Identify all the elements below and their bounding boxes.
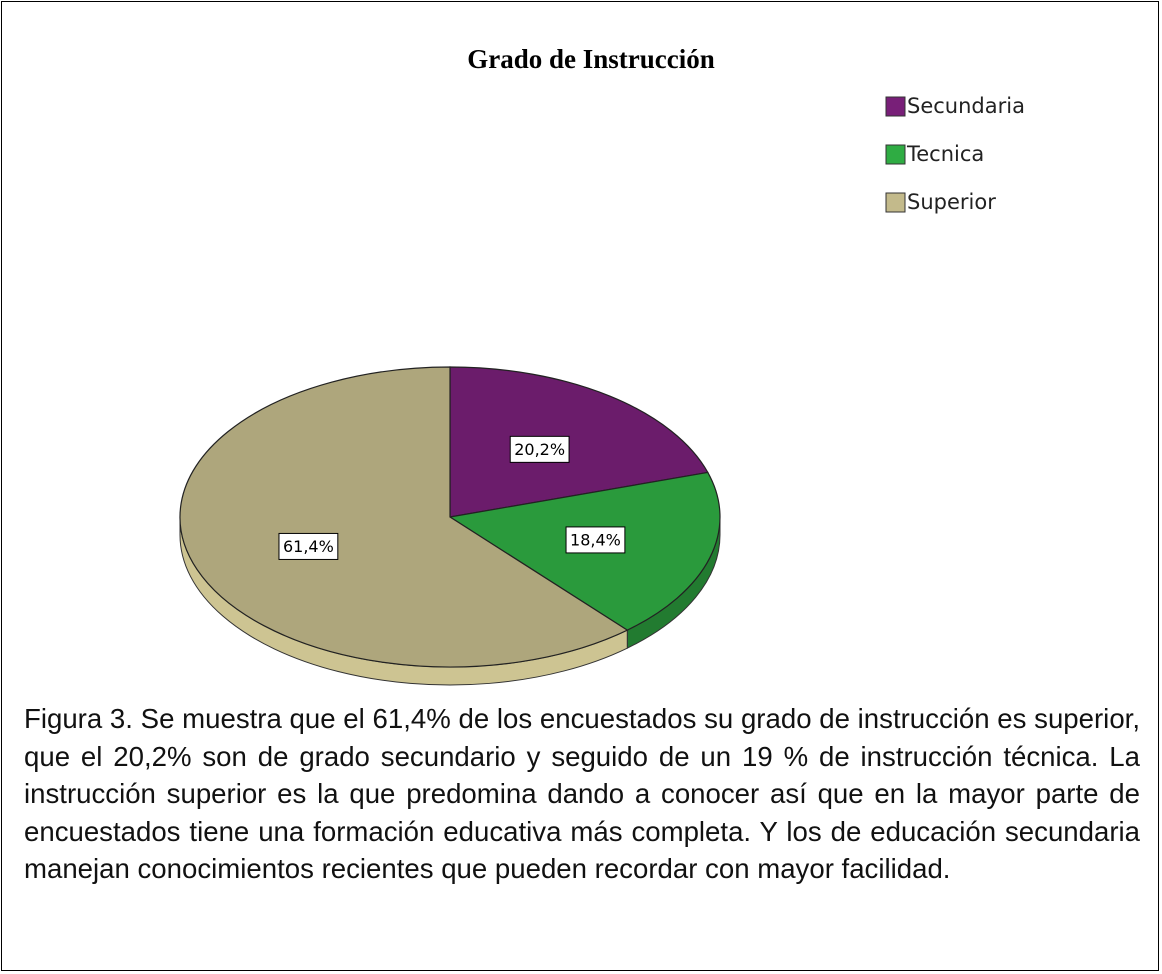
data-label-box bbox=[278, 532, 339, 560]
data-label-box bbox=[509, 435, 570, 463]
data-label: 20,2% bbox=[514, 440, 565, 459]
legend-label: Superior bbox=[907, 190, 996, 214]
legend-label: Tecnica bbox=[906, 142, 984, 166]
data-label: 61,4% bbox=[283, 537, 334, 556]
slice bbox=[179, 366, 629, 668]
slice bbox=[449, 366, 709, 518]
data-label: 18,4% bbox=[570, 530, 621, 549]
chart-title: Grado de Instrucción bbox=[467, 44, 715, 74]
legend-swatch bbox=[885, 192, 906, 213]
legend-swatch bbox=[885, 144, 906, 165]
data-label-box bbox=[565, 526, 626, 554]
chart: Grado de Instrucción Secundaria Tecnica Su… bbox=[179, 44, 1025, 686]
legend-swatch bbox=[885, 96, 906, 117]
caption: Figura 3. Se muestra que el 61,4% de los… bbox=[24, 703, 1140, 884]
legend-label: Secundaria bbox=[907, 94, 1025, 118]
